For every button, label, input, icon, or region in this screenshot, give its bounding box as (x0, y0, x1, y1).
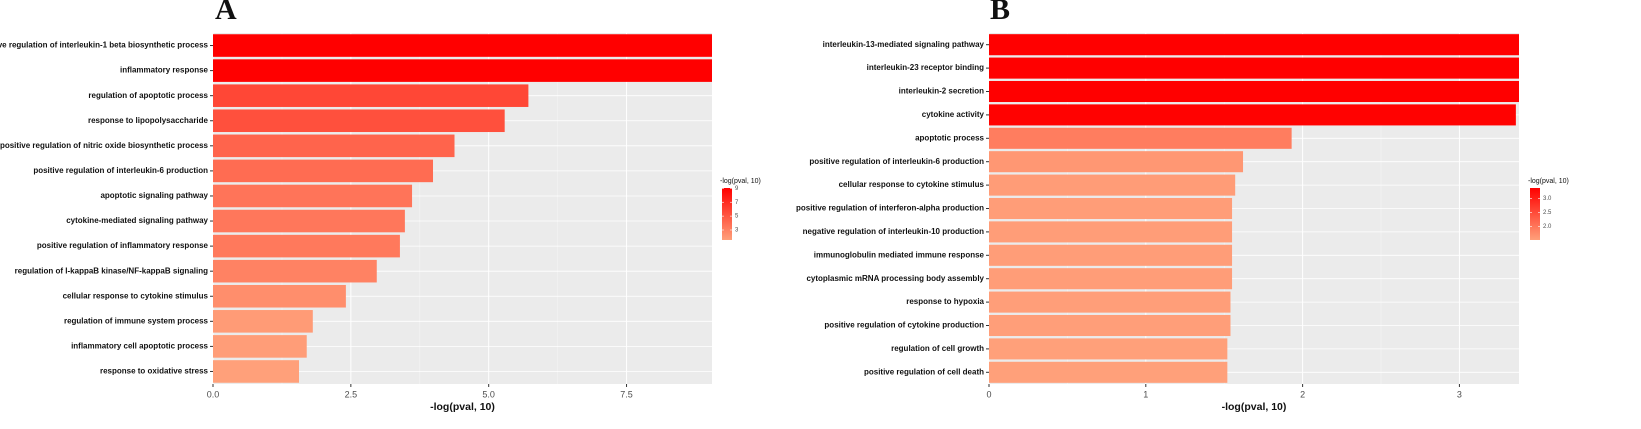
legend-tick-label: 2.5 (1543, 210, 1552, 216)
y-tick-label: cytokine activity (922, 110, 985, 119)
y-tick-label: immunoglobulin mediated immune response (814, 250, 985, 259)
x-tick-label: 5.0 (482, 389, 495, 399)
y-tick-label: cytoplasmic mRNA processing body assembl… (806, 274, 984, 283)
legend-tick-label: 7 (735, 200, 739, 206)
y-tick-label: regulation of apoptotic process (88, 91, 208, 100)
y-tick-label: interleukin-2 secretion (899, 87, 984, 96)
bar (989, 221, 1233, 243)
y-tick-label: positive regulation of interleukin-6 pro… (809, 157, 984, 166)
bar (989, 34, 1519, 56)
colorbar (722, 188, 732, 240)
x-axis-title: -log(pval, 10) (430, 401, 495, 413)
bar (989, 174, 1236, 196)
y-tick-label: negative regulation of interleukin-10 pr… (803, 227, 984, 236)
y-tick-label: cellular response to cytokine stimulus (63, 291, 209, 300)
bar (213, 335, 307, 358)
x-tick-label: 0 (986, 389, 991, 399)
legend-tick-label: 3.0 (1543, 196, 1552, 202)
bar (989, 291, 1231, 313)
bar (213, 209, 405, 233)
x-axis-title: -log(pval, 10) (1222, 401, 1287, 413)
y-tick-label: positive regulation of nitric oxide bios… (0, 141, 209, 150)
y-tick-label: apoptotic process (915, 133, 984, 142)
y-tick-label: cytokine-mediated signaling pathway (66, 216, 208, 225)
bar (989, 244, 1233, 266)
colorbar (1530, 188, 1540, 240)
bar (213, 59, 712, 82)
y-tick-label: positive regulation of interleukin-1 bet… (0, 41, 209, 50)
bar (213, 134, 455, 158)
y-tick-label: inflammatory response (120, 66, 209, 75)
y-tick-label: response to lipopolysaccharide (88, 116, 209, 125)
bar (989, 57, 1519, 79)
x-tick-label: 2 (1300, 389, 1305, 399)
x-tick-label: 3 (1457, 389, 1462, 399)
bar (989, 268, 1233, 290)
legend-tick-label: 5 (735, 214, 739, 220)
x-tick-label: 7.5 (620, 389, 633, 399)
y-tick-label: regulation of immune system process (64, 316, 209, 325)
bar (213, 84, 529, 107)
legend-tick-label: 3 (735, 228, 739, 234)
bar (989, 151, 1244, 173)
y-tick-label: positive regulation of cell death (864, 367, 984, 376)
y-tick-label: apoptotic signaling pathway (100, 191, 208, 200)
bar (989, 80, 1519, 103)
y-tick-label: interleukin-23 receptor binding (867, 63, 984, 72)
x-tick-label: 0.0 (207, 389, 220, 399)
y-tick-label: cellular response to cytokine stimulus (839, 180, 985, 189)
bar (213, 310, 313, 333)
bar (213, 360, 300, 383)
y-tick-label: positive regulation of cytokine producti… (824, 321, 984, 330)
bar (989, 197, 1233, 220)
bar (989, 104, 1516, 126)
panel-label: B (990, 0, 1010, 26)
bar (213, 184, 413, 208)
y-tick-label: response to oxidative stress (100, 367, 209, 376)
y-tick-label: regulation of cell growth (891, 344, 984, 353)
bar (989, 361, 1228, 383)
y-tick-label: inflammatory cell apoptotic process (71, 342, 208, 351)
bar (213, 284, 346, 308)
y-tick-label: interleukin-13-mediated signaling pathwa… (823, 40, 985, 49)
bar (213, 34, 712, 57)
bar (989, 338, 1228, 360)
bar (213, 234, 400, 258)
bar (989, 127, 1292, 149)
x-tick-label: 2.5 (345, 389, 358, 399)
legend-tick-label: 9 (735, 186, 739, 192)
legend-tick-label: 2.0 (1543, 224, 1552, 230)
y-tick-label: positive regulation of interferon-alpha … (796, 204, 984, 213)
y-tick-label: positive regulation of inflammatory resp… (37, 241, 209, 250)
bar (989, 314, 1231, 337)
legend-title: -log(pval, 10) (1528, 178, 1569, 185)
x-tick-label: 1 (1143, 389, 1148, 399)
y-tick-label: regulation of I-kappaB kinase/NF-kappaB … (15, 266, 208, 275)
bar (213, 159, 434, 183)
panel-label: A (215, 0, 237, 26)
y-tick-label: positive regulation of interleukin-6 pro… (33, 166, 208, 175)
y-tick-label: response to hypoxia (906, 297, 984, 306)
legend-title: -log(pval, 10) (720, 178, 761, 185)
bar (213, 259, 377, 283)
bar (213, 109, 505, 133)
